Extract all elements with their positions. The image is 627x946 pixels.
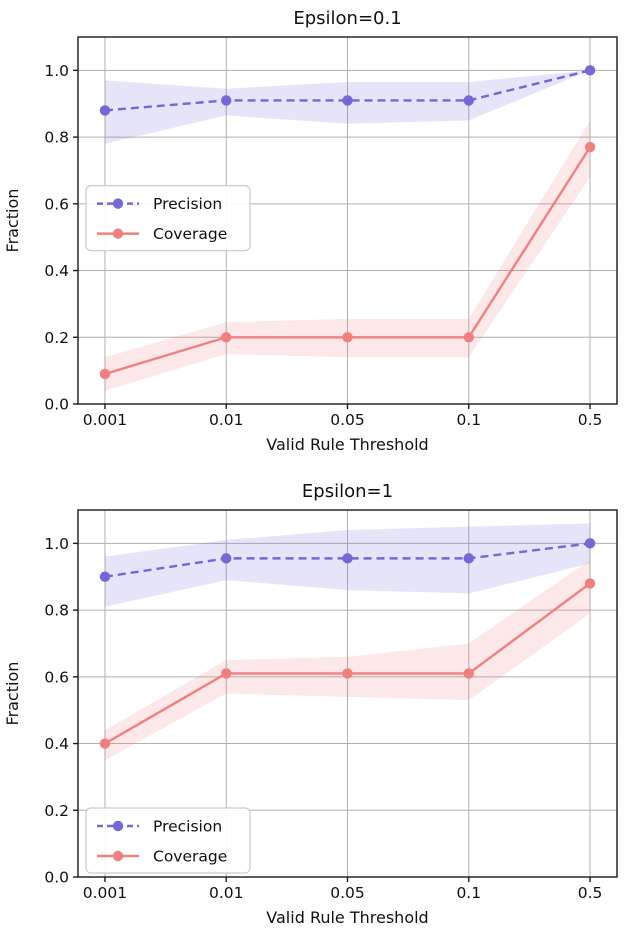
y-tick-label: 1.0 (44, 535, 69, 553)
x-tick-label: 0.1 (456, 411, 481, 429)
x-tick-label: 0.001 (83, 411, 127, 429)
precision-data-point (463, 95, 474, 106)
x-axis-label: Valid Rule Threshold (266, 435, 428, 454)
x-tick-label: 0.5 (578, 411, 603, 429)
precision-data-point (99, 105, 111, 116)
y-tick-label: 0.6 (44, 668, 69, 686)
legend-coverage-marker (112, 228, 124, 239)
epsilon-0.1-plot: 0.001 0.01 0.05 0.1 0.5 0.0 0.2 0.4 0.6 0.8 1.0 Eps… (3, 8, 618, 454)
y-tick-label: 0.4 (44, 262, 69, 280)
precision-data-point (463, 553, 474, 564)
legend-precision-marker (112, 198, 124, 209)
x-tick-label: 0.1 (456, 884, 481, 902)
coverage-data-point (463, 332, 474, 343)
legend-label: Precision (153, 195, 222, 213)
x-tick-label: 0.05 (330, 884, 365, 902)
precision-data-point (342, 95, 353, 106)
y-tick-label: 0.8 (44, 129, 69, 147)
x-tick-label: 0.001 (83, 884, 127, 902)
chart-title: Epsilon=0.1 (293, 8, 401, 29)
y-tick-label: 0.0 (44, 396, 69, 414)
legend: Precision Coverage (85, 807, 251, 874)
legend-precision-marker (112, 820, 124, 832)
y-tick-label: 0.0 (44, 869, 69, 887)
coverage-data-point (342, 668, 353, 679)
chart-epsilon-0.1: 0.001 0.01 0.05 0.1 0.5 0.0 0.2 0.4 0.6 0.8 1.0 Eps… (3, 8, 618, 454)
precision-data-point (584, 65, 596, 76)
x-axis-label: Valid Rule Threshold (266, 908, 428, 927)
y-tick-label: 0.4 (44, 735, 69, 753)
legend-label: Coverage (153, 225, 227, 243)
chart-epsilon-1: 0.001 0.01 0.05 0.1 0.5 0.0 0.2 0.4 0.6 0.8 1.0 Eps… (0, 473, 627, 946)
y-tick-label: 0.8 (44, 602, 69, 620)
y-axis-label: Fraction (3, 189, 22, 253)
coverage-confidence-band (104, 120, 591, 391)
precision-data-point (584, 538, 596, 549)
coverage-confidence-band (104, 560, 591, 761)
coverage-data-point (463, 668, 474, 679)
legend-label: Coverage (153, 848, 227, 866)
precision-confidence-band (104, 523, 591, 607)
chart-title: Epsilon=1 (302, 481, 393, 502)
coverage-data-point (584, 578, 596, 589)
y-tick-label: 0.6 (44, 195, 69, 213)
precision-confidence-band (104, 70, 591, 144)
coverage-data-point (584, 141, 596, 153)
y-tick-label: 1.0 (44, 62, 69, 80)
precision-line (104, 69, 591, 112)
y-axis-label: Fraction (3, 662, 22, 726)
x-tick-label: 0.01 (209, 884, 244, 902)
precision-data-point (221, 553, 232, 564)
legend: Precision Coverage (85, 185, 251, 252)
coverage-data-point (99, 368, 111, 380)
coverage-data-point (221, 332, 232, 343)
legend-label: Precision (153, 818, 222, 836)
coverage-data-point (99, 738, 111, 749)
precision-data-point (221, 95, 232, 106)
epsilon-1-plot: 0.001 0.01 0.05 0.1 0.5 0.0 0.2 0.4 0.6 0.8 1.0 Eps… (3, 481, 618, 927)
coverage-data-point (342, 332, 353, 343)
precision-data-point (99, 571, 111, 582)
legend-coverage-marker (112, 850, 124, 862)
x-tick-label: 0.05 (330, 411, 365, 429)
x-tick-label: 0.5 (578, 884, 603, 902)
y-tick-label: 0.2 (44, 802, 69, 820)
precision-data-point (342, 553, 353, 564)
coverage-data-point (221, 668, 232, 679)
precision-line (104, 542, 591, 578)
y-tick-label: 0.2 (44, 329, 69, 347)
x-tick-label: 0.01 (209, 411, 244, 429)
